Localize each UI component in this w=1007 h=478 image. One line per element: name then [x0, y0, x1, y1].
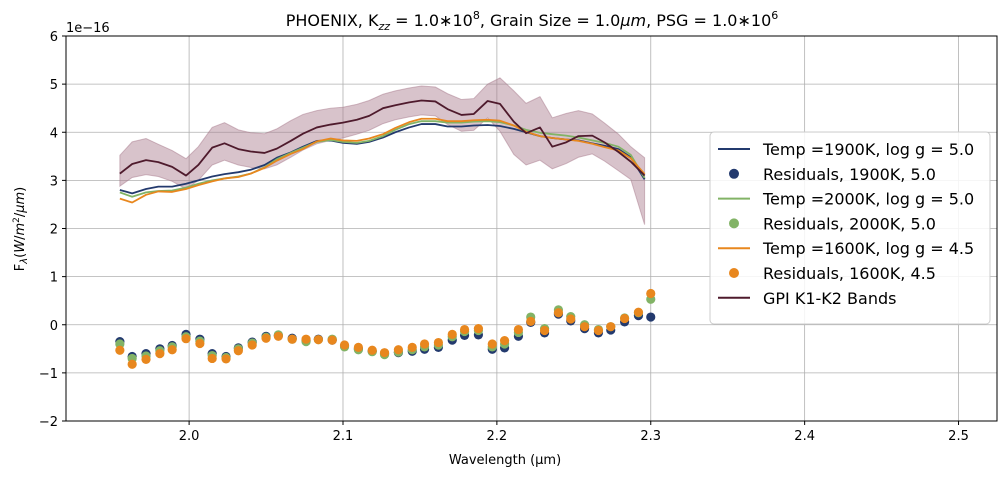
y-tick-label: 4 — [50, 126, 58, 141]
legend-label: GPI K1-K2 Bands — [763, 289, 896, 308]
series-line — [119, 99, 646, 177]
residual-point — [579, 322, 590, 332]
residual-points — [115, 288, 656, 369]
residual-point — [141, 354, 151, 364]
residual-point — [233, 346, 243, 356]
legend-label: Residuals, 1900K, 5.0 — [763, 165, 936, 184]
gpi-uncertainty-band — [119, 77, 646, 225]
residual-point — [513, 324, 524, 335]
residual-point — [127, 359, 137, 369]
x-tick-label: 2.2 — [487, 429, 508, 444]
residual-point — [633, 307, 644, 317]
x-tick-label: 2.3 — [640, 429, 661, 444]
residual-point — [487, 339, 497, 349]
x-tick-label: 2.1 — [333, 429, 354, 444]
gpi-band-area — [119, 77, 646, 225]
residual-point — [287, 334, 297, 344]
y-tick-label: −1 — [39, 367, 58, 382]
series-line — [119, 117, 646, 204]
legend-label: Temp =1900K, log g = 5.0 — [762, 140, 974, 159]
residual-point — [433, 337, 443, 348]
residual-point — [207, 353, 217, 364]
residual-point — [155, 349, 165, 359]
y-axis-ticks: −2 −1 0 1 2 3 4 5 6 — [39, 30, 66, 430]
residual-point — [273, 331, 283, 341]
residual-point — [606, 322, 616, 332]
residual-point — [553, 308, 564, 318]
residual-point — [447, 329, 457, 339]
chart-title: PHOENIX, Kzz = 1.0∗108, Grain Size = 1.0… — [286, 9, 779, 33]
residual-point — [339, 340, 350, 350]
residual-point — [367, 345, 377, 355]
x-tick-label: 2.5 — [948, 429, 969, 444]
residual-point — [353, 342, 363, 352]
residual-point — [379, 348, 390, 358]
residual-point — [620, 313, 630, 324]
x-axis-label: Wavelength (μm) — [449, 453, 561, 468]
residual-point — [646, 312, 656, 322]
y-tick-label: 0 — [50, 319, 58, 334]
residual-point — [499, 336, 510, 346]
x-axis-ticks: 2.0 2.1 2.2 2.3 2.4 2.5 — [179, 421, 969, 444]
residual-point — [459, 324, 470, 335]
y-tick-label: 3 — [50, 174, 58, 189]
legend-dot-swatch — [729, 268, 739, 278]
y-tick-label: 6 — [50, 30, 58, 45]
residual-point — [327, 335, 337, 345]
y-tick-label: 2 — [50, 223, 58, 238]
residual-point — [393, 345, 403, 355]
legend: Temp =1900K, log g = 5.0 Residuals, 1900K… — [709, 131, 991, 325]
y-axis-label: Fλ(W/m2/μm) — [12, 187, 30, 272]
residual-point — [181, 334, 191, 344]
residual-point — [301, 334, 311, 344]
legend-label: Temp =2000K, log g = 5.0 — [762, 190, 974, 209]
x-tick-label: 2.0 — [179, 429, 200, 444]
y-tick-label: 5 — [50, 78, 58, 93]
series-lines — [119, 99, 646, 204]
residual-point — [407, 342, 417, 352]
series-line — [119, 120, 646, 198]
residual-point — [473, 324, 484, 334]
legend-label: Residuals, 2000K, 5.0 — [763, 214, 936, 233]
y-tick-label: −2 — [39, 415, 58, 430]
residual-point — [261, 333, 271, 343]
residual-point — [167, 345, 177, 355]
y-tick-label: 1 — [50, 271, 58, 286]
legend-dot-swatch — [729, 168, 739, 179]
residual-point — [539, 325, 550, 336]
legend-label: Residuals, 1600K, 4.5 — [763, 264, 936, 283]
legend-box — [709, 131, 991, 325]
y-offset-text: 1e−16 — [66, 21, 110, 36]
residual-point — [221, 354, 231, 364]
residual-point — [247, 340, 257, 350]
residual-point — [195, 338, 205, 349]
residual-point — [566, 314, 576, 324]
residual-point — [313, 335, 323, 345]
legend-dot-swatch — [729, 218, 739, 229]
residual-point — [526, 316, 536, 326]
legend-label: Temp =1600K, log g = 4.5 — [762, 239, 974, 258]
residual-point — [419, 339, 430, 349]
residual-point — [115, 345, 125, 355]
residual-point — [593, 325, 604, 336]
residual-point — [646, 288, 656, 299]
x-tick-label: 2.4 — [794, 429, 815, 444]
